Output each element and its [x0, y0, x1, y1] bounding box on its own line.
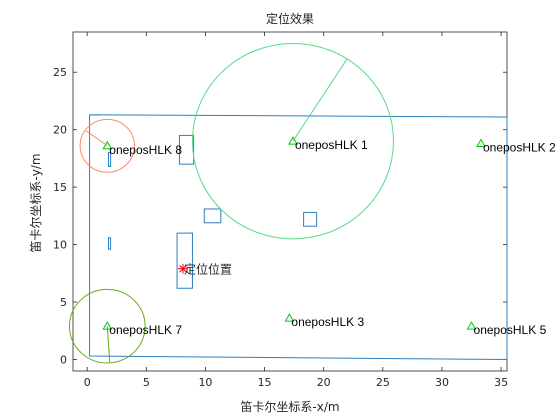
y-tick-label: 10 — [53, 239, 67, 252]
estimate-label: 定位位置 — [184, 262, 232, 277]
range-radius-line — [106, 326, 111, 362]
obstacle-rect — [107, 152, 112, 167]
anchor-marker — [288, 136, 298, 145]
anchor-label: oneposHLK 8 — [109, 143, 182, 157]
anchor-marker — [102, 140, 113, 150]
x-tick-label: 20 — [317, 376, 331, 389]
anchor-label: oneposHLK 5 — [474, 323, 547, 337]
range-radius-line — [292, 58, 348, 142]
anchor-marker — [466, 321, 477, 330]
y-axis-label: 笛卡尔坐标系-y/m — [28, 153, 43, 252]
x-tick-label: 5 — [143, 376, 150, 389]
x-tick-label: 30 — [435, 376, 449, 389]
obstacle-rect — [303, 211, 318, 227]
obstacle-rect — [203, 208, 222, 224]
anchor-label: oneposHLK 3 — [291, 315, 364, 329]
y-tick-label: 25 — [53, 66, 67, 79]
y-tick-label: 5 — [60, 296, 67, 309]
plot-area: 0 5 10 15 20 25 30 35 0 5 10 15 20 25 oneposHLK 1 onepo… — [53, 31, 556, 389]
anchor-label: oneposHLK 2 — [483, 140, 556, 154]
anchor-label: oneposHLK 1 — [295, 138, 368, 152]
x-axis-label: 笛卡尔坐标系-x/m — [240, 399, 339, 414]
range-radius-line — [85, 130, 108, 147]
room-outline — [89, 114, 508, 361]
obstacle-rect — [107, 237, 112, 250]
obstacle-rect — [176, 232, 193, 289]
axes-frame — [72, 31, 508, 372]
x-tick-label: 25 — [376, 376, 390, 389]
x-tick-label: 10 — [198, 376, 212, 389]
x-tick-label: 35 — [494, 376, 508, 389]
x-tick-label: 0 — [84, 376, 91, 389]
y-tick-label: 15 — [53, 181, 67, 194]
estimate-marker — [179, 264, 187, 273]
range-circle — [68, 288, 146, 364]
anchor-label: oneposHLK 7 — [109, 323, 182, 337]
range-circle — [79, 118, 135, 173]
y-tick-label: 0 — [60, 354, 67, 367]
anchor-marker — [476, 138, 486, 147]
anchor-marker — [284, 313, 295, 322]
x-tick-label: 15 — [258, 376, 272, 389]
anchor-marker — [102, 321, 113, 330]
range-circle — [191, 42, 394, 240]
y-tick-label: 20 — [53, 124, 67, 137]
obstacle-rect — [178, 134, 195, 165]
chart-title: 定位效果 — [266, 11, 314, 26]
